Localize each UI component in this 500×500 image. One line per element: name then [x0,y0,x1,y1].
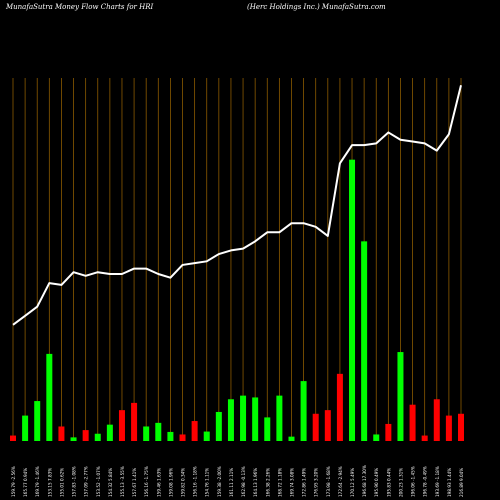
x-tick-label: 170.12 5.49% [350,468,355,497]
volume-bar [397,352,404,441]
volume-bar [82,430,89,441]
volume-bar [336,373,343,441]
volume-bar [106,424,113,441]
volume-bar [421,435,428,441]
x-tick-label: 157.67 1.41% [132,468,137,497]
x-tick-label: 176.95 3.20% [314,468,319,497]
x-tick-label: 159.79 -2.56% [11,466,16,497]
volume-bar [458,413,464,441]
x-tick-label: 153.52 -1.07% [96,466,101,497]
x-tick-label: 169.74 3.08% [289,468,294,497]
volume-bar [361,241,368,441]
x-tick-label: 196.68 17.30% [362,465,367,497]
x-tick-label: 159.46 1.63% [156,468,161,497]
x-tick-label: 172.64 -2.94% [338,466,343,497]
volume-bar [215,411,222,441]
volume-bar [385,423,392,441]
volume-bar [288,436,295,441]
x-tick-label: 159.82 0.34% [181,468,186,497]
volume-bar [167,431,174,441]
volume-bar [94,433,101,441]
volume-bar [10,435,16,441]
volume-bar [373,434,380,441]
x-tick-label: 157.09 -2.77% [84,466,89,497]
x-tick-label: 172.86 1.49% [302,468,307,497]
x-tick-label: 161.11 2.11% [229,468,234,497]
volume-bar [264,417,271,441]
x-tick-label: 195.83 0.44% [386,468,391,497]
x-tick-label: 216.89 9.04% [459,468,464,497]
x-tick-label: 196.78 -0.49% [423,466,428,497]
x-tick-label: 165.77 0.94% [23,468,28,497]
volume-bar [155,422,162,441]
volume-bar [349,159,356,442]
x-tick-label: 195.90 0.49% [374,468,379,497]
volume-bar [70,437,77,441]
volume-bar [300,381,307,441]
volume-bar [252,397,259,441]
volume-bar [433,399,440,441]
chart-title-right: (Herc Holdings Inc.) MunafaSutra.com [247,3,386,11]
x-tick-label: 164.13 1.96% [253,468,258,497]
price-line [12,85,462,326]
volume-bar [409,404,416,441]
x-tick-label: 159.08 1.96% [168,468,173,497]
volume-bar [131,402,138,441]
x-tick-label: 153.15 7.83% [47,468,52,497]
x-tick-label: 198.93 1.44% [447,468,452,497]
x-tick-label: 159.38 -2.00% [217,466,222,497]
x-tick-label: 157.83 -1.08% [72,466,77,497]
chart-title-left: MunafaSutra Money Flow Charts for HRI [6,3,154,11]
x-tick-label: 166.38 2.26% [265,468,270,497]
x-tick-label: 193.69 -1.18% [435,466,440,497]
x-tick-label: 155.13 -3.55% [120,466,125,497]
volume-bar [22,415,29,441]
x-tick-label: 156.16 -1.75% [144,466,149,497]
volume-bar [240,395,247,441]
x-tick-label: 154.32 5.84% [108,468,113,497]
volume-bar [191,421,198,441]
volume-bar [445,415,452,441]
volume-bar [143,426,150,441]
x-tick-label: 168.72 1.18% [277,468,282,497]
volume-bar [58,426,65,441]
x-tick-label: 169.79 -1.46% [35,466,40,497]
volume-bar [203,431,210,441]
volume-bar [179,434,186,441]
volume-bar [227,399,234,441]
x-tick-label: 173.98 -1.68% [326,466,331,497]
x-tick-label: 156.16 -1.18% [193,466,198,497]
volume-bar [276,395,283,441]
x-tick-label: 196.06 -1.45% [411,466,416,497]
x-tick-label: 162.98 -0.13% [241,466,246,497]
x-tick-label: 200.23 1.31% [398,468,403,497]
volume-bar [46,353,53,441]
volume-bar [118,410,125,441]
x-tick-label: 155.01 0.62% [59,468,64,497]
volume-bar [324,410,331,441]
volume-bar [312,413,319,441]
x-tick-label: 154.76 1.11% [205,468,210,497]
volume-bar [34,401,41,441]
